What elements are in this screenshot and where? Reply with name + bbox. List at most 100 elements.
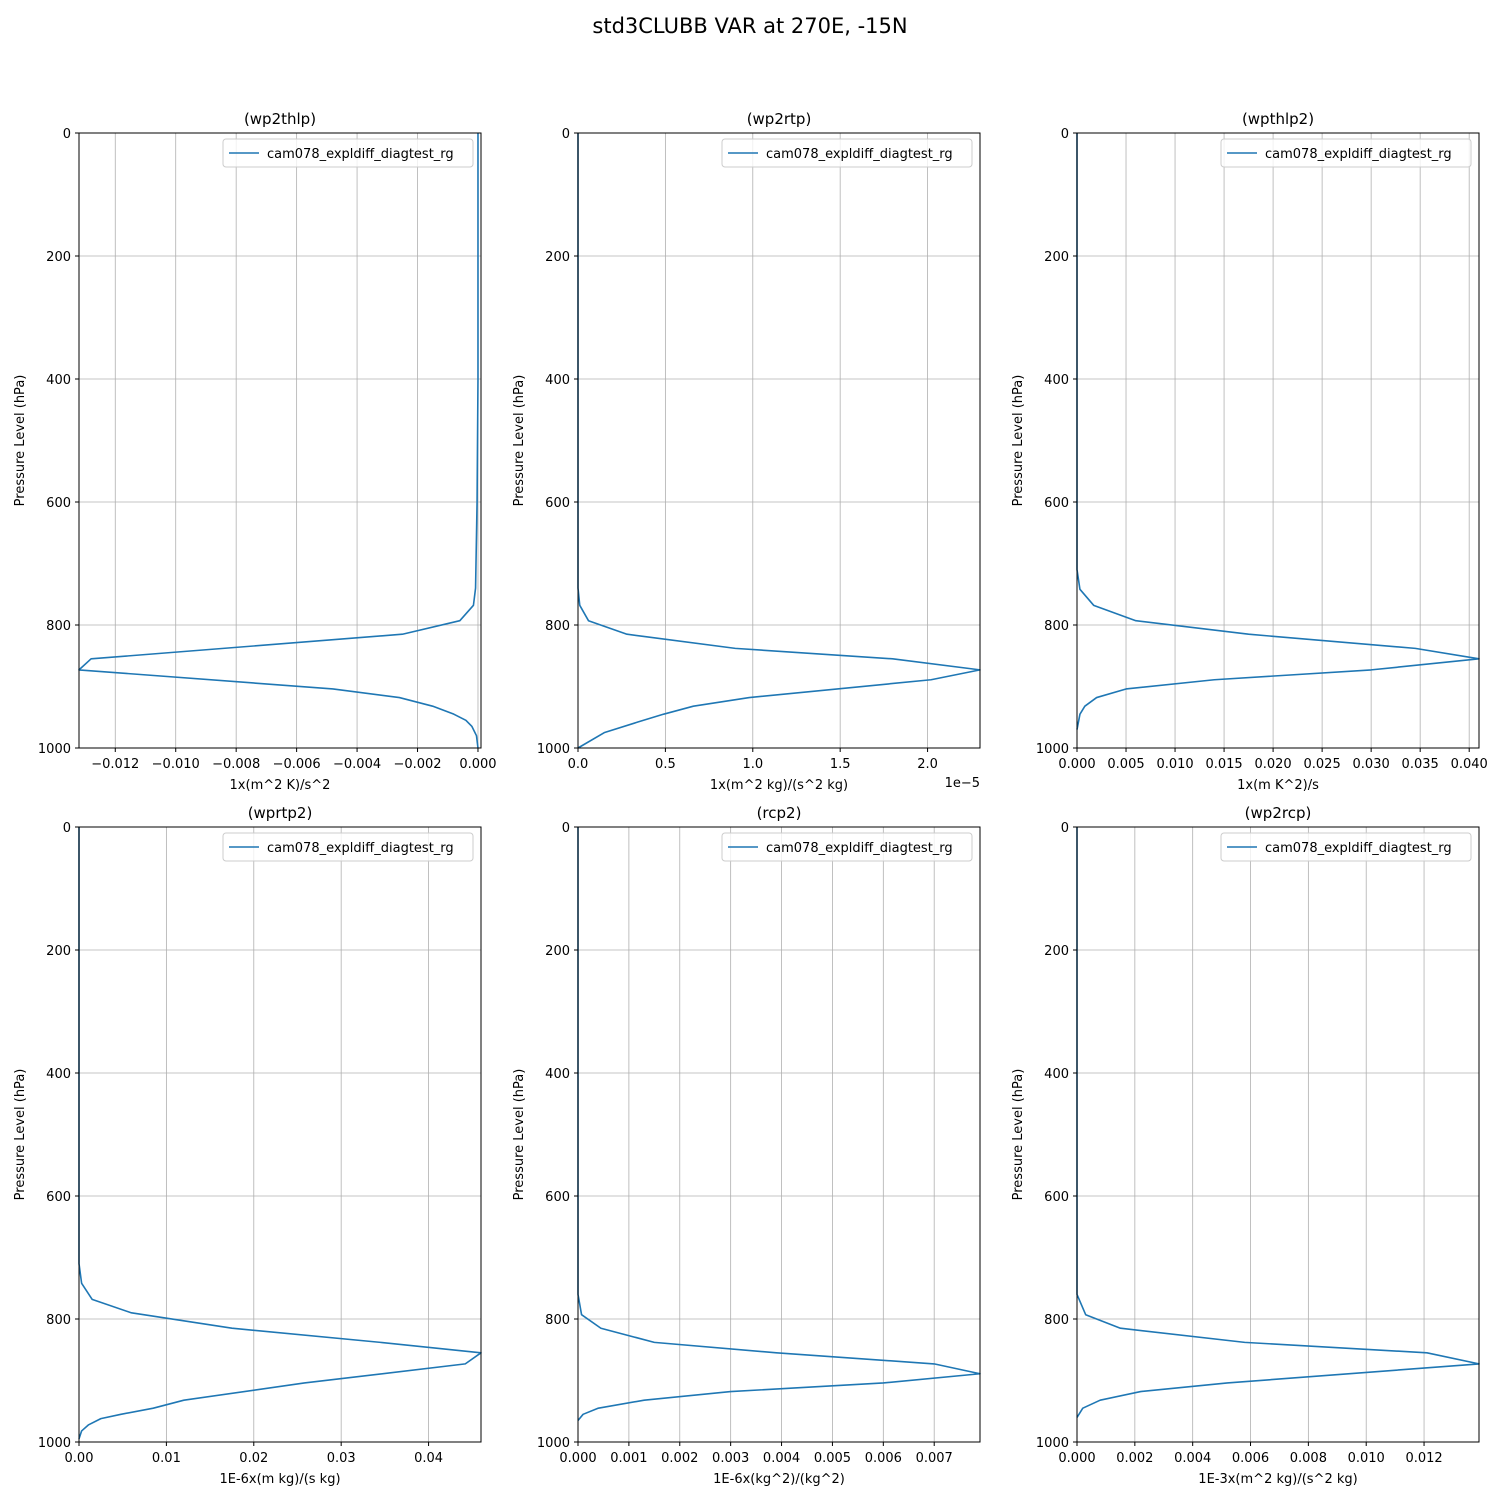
x-tick-label: 0.00 bbox=[65, 1451, 94, 1466]
y-tick-label: 0 bbox=[63, 821, 71, 836]
y-axis-label: Pressure Level (hPa) bbox=[512, 1069, 527, 1201]
subplot-2: 0.000 0.005 0.010 0.015 0.020 0.025 0.030 0.035… bbox=[1011, 110, 1488, 793]
subplot-3: 0.00 0.01 0.02 0.03 0.04 0 200 400 600 800 1000 (wp… bbox=[13, 804, 482, 1487]
legend-label: cam078_expldiff_diagtest_rg bbox=[1265, 841, 1452, 856]
x-tick-label: 0.035 bbox=[1402, 757, 1439, 772]
x-tick-label: 0.000 bbox=[1058, 757, 1095, 772]
axes-frame bbox=[577, 132, 981, 749]
x-tick-label: 0.000 bbox=[559, 1451, 596, 1466]
y-tick-label: 800 bbox=[545, 619, 570, 634]
x-axis-label: 1E-3x(m^2 kg)/(s^2 kg) bbox=[1198, 1472, 1357, 1487]
x-tick-label: 0.025 bbox=[1304, 757, 1341, 772]
subplot-5: 0.000 0.002 0.004 0.006 0.008 0.010 0.012 0 200 4… bbox=[1011, 804, 1480, 1487]
legend-box bbox=[721, 832, 973, 862]
y-tick-label: 600 bbox=[545, 1190, 570, 1205]
axes-frame bbox=[1076, 132, 1480, 749]
y-tick-label: 0 bbox=[63, 127, 71, 142]
x-tick-label: −0.012 bbox=[91, 757, 139, 772]
x-tick-label: 0.04 bbox=[414, 1451, 443, 1466]
y-axis-label: Pressure Level (hPa) bbox=[13, 375, 28, 507]
x-tick-label: 0.006 bbox=[865, 1451, 902, 1466]
x-tick-label: 0.002 bbox=[1116, 1451, 1153, 1466]
x-tick-label: 0.030 bbox=[1353, 757, 1390, 772]
x-tick-label: 0.003 bbox=[712, 1451, 749, 1466]
y-tick-label: 1000 bbox=[1036, 1436, 1069, 1451]
x-tick-label: 0.006 bbox=[1232, 1451, 1269, 1466]
y-tick-label: 200 bbox=[1044, 250, 1069, 265]
legend: cam078_expldiff_diagtest_rg bbox=[1220, 832, 1472, 862]
x-tick-label: 0.01 bbox=[152, 1451, 181, 1466]
y-tick-label: 0 bbox=[562, 821, 570, 836]
series-line-0 bbox=[78, 827, 482, 1440]
y-axis-label: Pressure Level (hPa) bbox=[1011, 1069, 1026, 1201]
y-tick-label: 600 bbox=[545, 496, 570, 511]
y-axis-label: Pressure Level (hPa) bbox=[512, 375, 527, 507]
x-axis-label: 1E-6x(m kg)/(s kg) bbox=[219, 1472, 340, 1487]
legend-box bbox=[222, 138, 474, 168]
x-tick-label: −0.008 bbox=[212, 757, 260, 772]
subplot-title: (wp2rcp) bbox=[1245, 804, 1312, 822]
y-tick-label: 600 bbox=[46, 496, 71, 511]
y-tick-label: 1000 bbox=[1036, 742, 1069, 757]
y-tick-label: 600 bbox=[1044, 496, 1069, 511]
x-tick-label: 0.03 bbox=[327, 1451, 356, 1466]
x-tick-label: 0.002 bbox=[661, 1451, 698, 1466]
legend-box bbox=[1220, 832, 1472, 862]
y-tick-label: 200 bbox=[545, 250, 570, 265]
x-tick-label: 1.0 bbox=[742, 757, 763, 772]
axes-frame bbox=[78, 826, 482, 1443]
x-tick-label: 0.040 bbox=[1451, 757, 1488, 772]
axes-frame bbox=[78, 132, 482, 749]
legend-label: cam078_expldiff_diagtest_rg bbox=[766, 147, 953, 162]
x-tick-label: 0.5 bbox=[655, 757, 676, 772]
axes-frame bbox=[1076, 826, 1480, 1443]
x-axis-label: 1x(m^2 kg)/(s^2 kg) bbox=[710, 778, 848, 793]
x-axis-label: 1x(m^2 K)/s^2 bbox=[230, 778, 331, 793]
x-tick-label: 0.008 bbox=[1290, 1451, 1327, 1466]
x-tick-label: 0.005 bbox=[814, 1451, 851, 1466]
series-line-0 bbox=[1076, 827, 1480, 1418]
y-tick-label: 800 bbox=[1044, 1313, 1069, 1328]
subplot-title: (wp2thlp) bbox=[244, 110, 316, 128]
y-tick-label: 1000 bbox=[537, 742, 570, 757]
subplot-title: (rcp2) bbox=[757, 804, 802, 822]
y-axis-label: Pressure Level (hPa) bbox=[1011, 375, 1026, 507]
y-tick-label: 800 bbox=[545, 1313, 570, 1328]
series-line-0 bbox=[577, 827, 981, 1421]
y-tick-label: 800 bbox=[46, 619, 71, 634]
y-tick-label: 400 bbox=[1044, 1067, 1069, 1082]
x-tick-label: −0.006 bbox=[273, 757, 321, 772]
x-axis-label: 1E-6x(kg^2)/(kg^2) bbox=[713, 1472, 845, 1487]
legend-box bbox=[721, 138, 973, 168]
y-tick-label: 400 bbox=[46, 373, 71, 388]
legend-label: cam078_expldiff_diagtest_rg bbox=[267, 841, 454, 856]
legend: cam078_expldiff_diagtest_rg bbox=[222, 138, 474, 168]
legend: cam078_expldiff_diagtest_rg bbox=[222, 832, 474, 862]
legend-label: cam078_expldiff_diagtest_rg bbox=[1265, 147, 1452, 162]
x-tick-label: 0.010 bbox=[1348, 1451, 1385, 1466]
x-tick-label: 0.001 bbox=[610, 1451, 647, 1466]
y-tick-label: 800 bbox=[1044, 619, 1069, 634]
subplot-1: 0.0 0.5 1.0 1.5 2.0 0 200 400 600 800 1000 (wp2rtp)… bbox=[512, 110, 981, 793]
y-tick-label: 400 bbox=[46, 1067, 71, 1082]
x-tick-label: 0.004 bbox=[763, 1451, 800, 1466]
x-tick-label: 0.007 bbox=[916, 1451, 953, 1466]
y-tick-label: 1000 bbox=[38, 742, 71, 757]
legend-label: cam078_expldiff_diagtest_rg bbox=[267, 147, 454, 162]
x-tick-label: −0.004 bbox=[333, 757, 381, 772]
x-axis-label: 1x(m K^2)/s bbox=[1237, 778, 1319, 793]
axes-frame bbox=[577, 826, 981, 1443]
x-tick-label: 0.0 bbox=[568, 757, 589, 772]
x-tick-label: 0.004 bbox=[1174, 1451, 1211, 1466]
y-tick-label: 1000 bbox=[38, 1436, 71, 1451]
subplot-title: (wprtp2) bbox=[248, 804, 313, 822]
x-tick-label: −0.002 bbox=[393, 757, 441, 772]
x-tick-label: 1.5 bbox=[830, 757, 851, 772]
x-tick-label: 2.0 bbox=[917, 757, 938, 772]
y-tick-label: 600 bbox=[46, 1190, 71, 1205]
subplot-title: (wp2rtp) bbox=[747, 110, 812, 128]
y-tick-label: 400 bbox=[545, 1067, 570, 1082]
subplot-title: (wpthlp2) bbox=[1242, 110, 1314, 128]
